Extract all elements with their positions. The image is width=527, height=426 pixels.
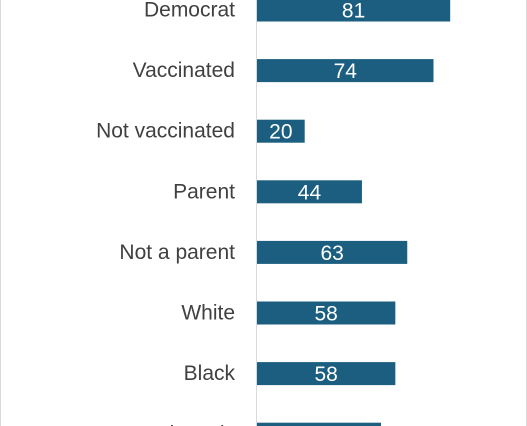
category-label: Democrat xyxy=(144,0,235,22)
data-label: 63 xyxy=(320,242,343,265)
bar xyxy=(257,301,396,325)
data-labels-layer: 81 74 20 44 63 58 58 52 xyxy=(269,0,365,426)
category-label: Not vaccinated xyxy=(96,120,235,143)
data-label: 44 xyxy=(298,181,322,204)
data-label: 74 xyxy=(334,60,358,83)
category-label: White xyxy=(181,302,235,325)
bar xyxy=(257,362,396,386)
data-label: 81 xyxy=(342,0,365,23)
bar xyxy=(257,59,434,83)
data-label: 58 xyxy=(314,363,337,386)
data-label: 20 xyxy=(269,121,292,144)
bar xyxy=(257,240,408,264)
data-label: 58 xyxy=(314,303,337,326)
category-label: Hispanic xyxy=(154,423,235,426)
category-label: Parent xyxy=(173,180,235,203)
category-label: Vaccinated xyxy=(133,59,235,82)
category-labels-layer: Democrat Vaccinated Not vaccinated Parent No… xyxy=(96,0,235,426)
bar xyxy=(257,119,305,143)
bar xyxy=(257,180,362,204)
data-label: 52 xyxy=(307,424,330,426)
category-label: Not a parent xyxy=(119,241,235,264)
bar xyxy=(257,422,382,426)
category-label: Black xyxy=(184,362,236,385)
bar xyxy=(257,0,451,22)
bars-layer xyxy=(257,0,451,426)
